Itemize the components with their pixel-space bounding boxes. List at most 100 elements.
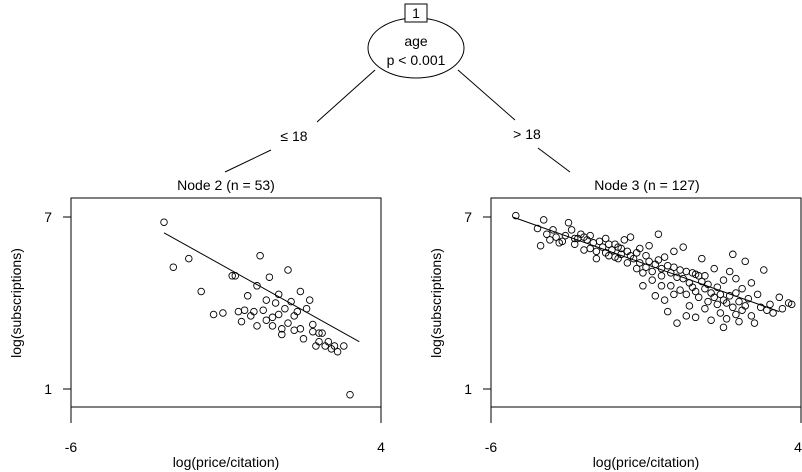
node-3-data-point: [549, 226, 557, 234]
node-2-data-point: [333, 347, 342, 356]
node-2-data-point: [240, 306, 249, 314]
node-2-data-point: [296, 287, 305, 296]
root-node-variable: age: [404, 33, 428, 49]
node-3-data-point: [735, 297, 743, 306]
node-3-data-point: [735, 317, 743, 326]
node-2-data-point: [234, 307, 243, 316]
node-3-data-point: [741, 257, 749, 266]
node-3-data-point: [732, 289, 740, 297]
node-2-data-point: [302, 304, 311, 313]
node-3-data-point: [676, 266, 684, 274]
node-2-plot-frame: [70, 197, 382, 408]
node-2-data-point: [284, 266, 292, 274]
node-3-data-point: [663, 261, 672, 270]
node-3-data-point: [546, 236, 554, 244]
node-2-data-point: [293, 307, 302, 316]
node-2-data-point: [268, 313, 277, 322]
node-2-xlabel: log(price/citation): [173, 454, 280, 470]
node-3-data-point: [552, 233, 560, 241]
node-3-data-point: [738, 284, 746, 293]
node-3-data-point: [698, 254, 706, 263]
node-3-data-point: [710, 264, 718, 273]
node-3-data-point: [620, 236, 629, 244]
node-3-ytick-label-top: 7: [464, 209, 472, 225]
node-3-title: Node 3 (n = 127): [594, 177, 699, 193]
node-3-data-point: [719, 323, 728, 332]
node-3-data-point: [747, 279, 756, 287]
node-3-data-point: [787, 300, 796, 309]
left-edge-lower: [224, 149, 272, 173]
node-2-title: Node 2 (n = 53): [177, 177, 275, 193]
node-2-data-point: [253, 282, 261, 290]
node-3-data-point: [660, 296, 669, 304]
node-3-data-point: [719, 276, 728, 284]
node-3-data-point: [667, 269, 675, 277]
node-3-data-point: [753, 290, 762, 299]
node-3-data-point: [682, 267, 691, 276]
node-2-data-point: [305, 296, 314, 304]
node-3-data-point: [701, 272, 709, 280]
node-3-data-point: [741, 302, 749, 310]
node-3-data-point: [716, 309, 725, 317]
node-2-xtick-label-left: -6: [65, 439, 78, 455]
node-2-data-point: [271, 299, 280, 307]
node-2-ytick-label-bottom: 1: [44, 381, 52, 397]
node-3-data-point: [663, 307, 672, 316]
node-3-data-point: [598, 243, 607, 251]
node-3-data-point: [701, 304, 709, 313]
node-3-data-point: [729, 250, 737, 259]
node-3-data-point: [543, 230, 551, 238]
node-3-panel: Node 3 (n = 127) 7 1 -6 4 log(price/cita…: [428, 177, 802, 470]
node-2-data-point: [309, 320, 317, 329]
node-3-data-point: [713, 283, 722, 291]
root-node-pvalue: p < 0.001: [387, 52, 446, 68]
node-3-data-point: [645, 257, 653, 266]
node-3-data-point: [580, 246, 588, 254]
node-3-data-point: [704, 280, 712, 289]
node-3-data-point: [592, 254, 601, 263]
node-3-data-point: [679, 243, 687, 251]
node-3-data-point: [614, 254, 622, 263]
node-2-data-point: [309, 327, 317, 336]
node-2-marks: [160, 218, 360, 399]
node-2-data-point: [231, 272, 240, 280]
node-2-data-point: [324, 337, 333, 346]
node-3-ylabel: log(subscriptions): [428, 248, 444, 358]
node-3-data-point: [608, 246, 616, 254]
node-3-data-point: [539, 216, 548, 224]
node-3-data-point: [704, 297, 712, 306]
node-2-data-point: [253, 322, 261, 330]
node-2-data-point: [228, 272, 236, 280]
node-3-data-point: [763, 306, 771, 314]
node-2-data-point: [185, 254, 193, 263]
node-2-data-point: [197, 287, 205, 296]
node-2-data-point: [290, 326, 298, 334]
node-3-data-point: [570, 234, 579, 243]
node-2-data-point: [256, 251, 264, 260]
node-3-data-point: [682, 312, 691, 320]
node-2-data-point: [265, 273, 274, 281]
node-3-data-point: [670, 247, 678, 256]
node-3-data-point: [595, 237, 604, 246]
node-3-data-point: [648, 276, 656, 284]
node-2-data-point: [315, 337, 323, 346]
node-3-data-point: [592, 247, 601, 256]
node-3-data-point: [561, 231, 570, 240]
node-3-data-point: [778, 304, 787, 313]
split-label-left: ≤ 18: [280, 128, 307, 144]
node-3-data-point: [729, 303, 737, 312]
node-3-data-point: [685, 302, 694, 310]
node-3-data-point: [564, 218, 573, 227]
node-2-data-point: [287, 297, 295, 306]
node-3-data-point: [707, 316, 715, 324]
right-edge-upper: [457, 69, 516, 121]
node-3-data-point: [512, 211, 520, 220]
node-3-data-point: [670, 290, 678, 299]
node-3-xtick-label-right: 4: [794, 439, 802, 455]
node-3-data-point: [725, 267, 734, 276]
right-edge-lower: [537, 147, 571, 173]
node-3-data-point: [586, 231, 594, 240]
node-3-data-point: [632, 264, 641, 273]
node-3-axes: 7 1 -6 4 log(price/citation) log(subscri…: [428, 209, 802, 470]
node-2-data-point: [340, 342, 348, 350]
